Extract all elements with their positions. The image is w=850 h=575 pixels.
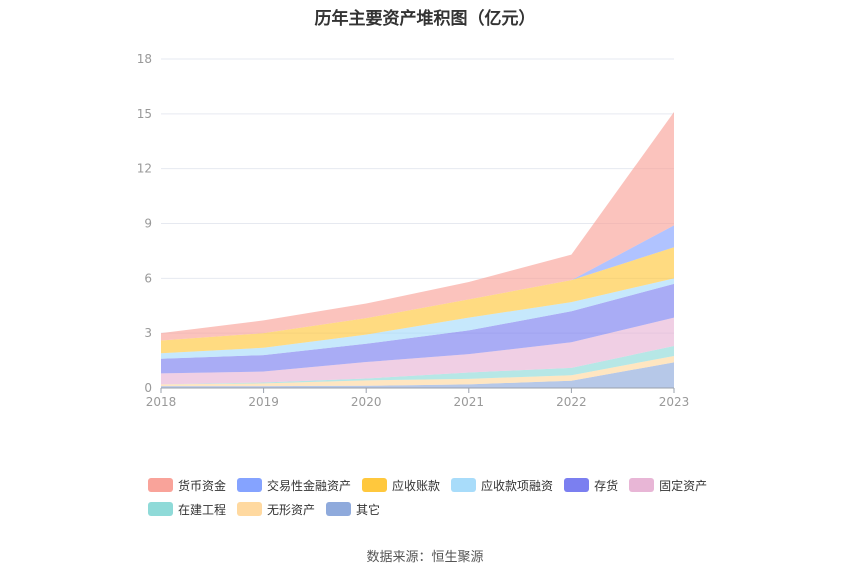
legend-swatch — [237, 502, 263, 516]
legend-label: 应收账款 — [392, 478, 441, 493]
y-tick-label: 18 — [137, 52, 152, 66]
legend-swatch — [564, 478, 590, 492]
legend-label: 其它 — [356, 502, 381, 517]
chart-title: 历年主要资产堆积图（亿元） — [314, 9, 536, 29]
legend-swatch — [362, 478, 388, 492]
legend-label: 固定资产 — [659, 478, 708, 493]
legend-swatch — [451, 478, 477, 492]
y-tick-label: 9 — [144, 217, 152, 231]
legend-row: 货币资金 交易性金融资产 应收账款 应收款项融资 存货 固定资产 — [148, 473, 748, 497]
legend-row: 在建工程 无形资产 其它 — [148, 497, 748, 521]
stacked-area-chart: 0 3 6 9 12 15 18 2018 2019 2020 2021 2022 2023 — [137, 52, 690, 409]
area-series-1 — [161, 356, 674, 387]
area-series-3 — [161, 317, 674, 385]
x-tick-label: 2018 — [146, 395, 177, 409]
legend-item[interactable]: 固定资产 — [629, 477, 707, 494]
legend-swatch — [237, 478, 263, 492]
legend-item[interactable]: 应收款项融资 — [451, 477, 553, 494]
y-tick-label: 12 — [137, 162, 152, 176]
legend-swatch — [148, 478, 173, 492]
legend-swatch — [148, 502, 173, 516]
legend-label: 在建工程 — [178, 502, 227, 517]
y-tick-label: 6 — [144, 271, 152, 285]
source-note: 数据来源：恒生聚源 — [366, 550, 484, 565]
legend-label: 无形资产 — [267, 502, 316, 517]
legend-item[interactable]: 交易性金融资产 — [237, 477, 351, 494]
legend-item[interactable]: 应收账款 — [362, 477, 440, 494]
y-tick-label: 15 — [137, 107, 152, 121]
legend-item[interactable]: 存货 — [564, 477, 618, 494]
y-tick-label: 3 — [144, 326, 152, 340]
legend-label: 应收款项融资 — [481, 478, 554, 493]
area-series-8 — [161, 112, 674, 341]
axes: 0 3 6 9 12 15 18 2018 2019 2020 2021 2022 2023 — [137, 52, 690, 409]
area-series-6 — [161, 247, 674, 354]
legend-swatch — [629, 478, 655, 492]
legend-item[interactable]: 在建工程 — [148, 501, 226, 518]
area-series-0 — [161, 362, 674, 388]
legend-label: 交易性金融资产 — [267, 478, 352, 493]
area-series-5 — [161, 278, 674, 359]
legend-item[interactable]: 货币资金 — [148, 477, 226, 494]
legend-item[interactable]: 无形资产 — [237, 501, 315, 518]
area-series-4 — [161, 283, 674, 374]
legend-label: 货币资金 — [178, 478, 227, 493]
x-tick-label: 2021 — [454, 395, 485, 409]
x-tick-label: 2022 — [556, 395, 587, 409]
x-tick-label: 2020 — [351, 395, 382, 409]
x-tick-label: 2023 — [659, 395, 690, 409]
area-series-2 — [161, 345, 674, 385]
x-tick-label: 2019 — [248, 395, 279, 409]
legend: 货币资金 交易性金融资产 应收账款 应收款项融资 存货 固定资产在建工程 无形资产 其它 — [148, 473, 748, 521]
legend-swatch — [326, 502, 352, 516]
legend-item[interactable]: 其它 — [326, 501, 380, 518]
area-series-layer — [161, 112, 674, 388]
legend-label: 存货 — [594, 478, 619, 493]
y-tick-label: 0 — [144, 381, 152, 395]
